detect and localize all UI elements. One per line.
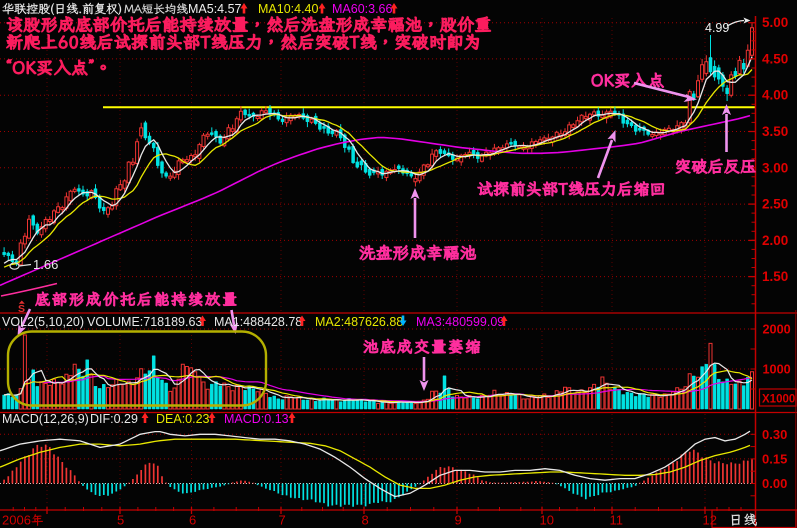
svg-text:4.50: 4.50 (762, 51, 788, 66)
svg-text:0.00: 0.00 (762, 476, 787, 491)
svg-text:VOLUME:718189.63: VOLUME:718189.63 (87, 315, 202, 329)
svg-text:12: 12 (703, 513, 717, 528)
svg-text:5.00: 5.00 (762, 15, 788, 30)
svg-text:6: 6 (189, 513, 196, 528)
svg-text:4.00: 4.00 (762, 88, 788, 103)
svg-text:MA5:4.57: MA5:4.57 (188, 2, 242, 16)
svg-text:4.99: 4.99 (705, 21, 729, 35)
svg-text:MA3:480599.09: MA3:480599.09 (416, 315, 504, 329)
svg-text:1.50: 1.50 (762, 269, 788, 284)
svg-text:MACD:0.13: MACD:0.13 (224, 412, 289, 426)
svg-text:1.66: 1.66 (33, 257, 58, 272)
svg-text:MA60:3.66: MA60:3.66 (332, 2, 393, 16)
svg-text:MA1:488428.78: MA1:488428.78 (214, 315, 302, 329)
svg-text:3.50: 3.50 (762, 124, 788, 139)
svg-text:3.00: 3.00 (762, 160, 788, 175)
svg-text:DIF:0.29: DIF:0.29 (90, 412, 138, 426)
svg-text:MA10:4.40: MA10:4.40 (258, 2, 319, 16)
svg-text:2.00: 2.00 (762, 233, 788, 248)
svg-text:0.15: 0.15 (762, 451, 787, 466)
svg-text:9: 9 (455, 513, 462, 528)
svg-text:5: 5 (117, 513, 124, 528)
svg-text:S: S (18, 303, 25, 315)
svg-text:8: 8 (362, 513, 369, 528)
svg-text:VOL2(5,10,20): VOL2(5,10,20) (2, 315, 84, 329)
svg-text:MACD(12,26,9): MACD(12,26,9) (2, 412, 89, 426)
svg-text:X1000: X1000 (762, 394, 795, 406)
svg-text:MA2:487626.88: MA2:487626.88 (315, 315, 403, 329)
svg-text:7: 7 (279, 513, 286, 528)
svg-text:1000: 1000 (763, 363, 791, 377)
svg-text:2.50: 2.50 (762, 197, 788, 212)
svg-text:DEA:0.23: DEA:0.23 (156, 412, 210, 426)
svg-text:10: 10 (540, 513, 554, 528)
svg-text:2006: 2006 (2, 513, 31, 528)
svg-text:0.30: 0.30 (762, 427, 787, 442)
svg-text:2000: 2000 (763, 323, 791, 337)
svg-text:11: 11 (610, 513, 624, 528)
